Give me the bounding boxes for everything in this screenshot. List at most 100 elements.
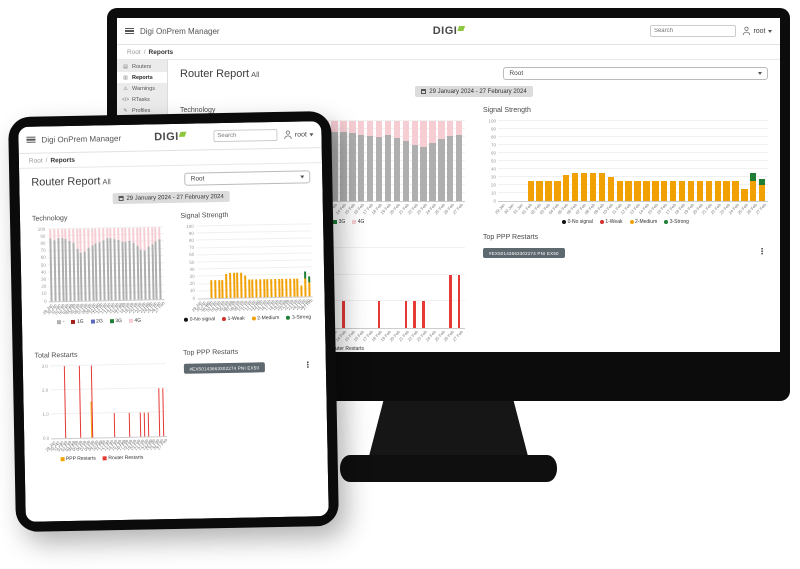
bar-4G <box>120 227 124 242</box>
bar-4G <box>109 228 112 239</box>
y-tick-label: 0 <box>192 295 196 301</box>
hamburger-menu-icon[interactable] <box>125 27 134 35</box>
bar-4G <box>402 121 409 141</box>
search-input[interactable] <box>649 25 736 37</box>
y-tick-label: 3.0 <box>41 363 48 369</box>
bar-2-Medium <box>255 279 258 298</box>
bar-Router Restarts <box>158 388 161 437</box>
profiles-icon: ✎ <box>123 107 128 114</box>
bar-2-Medium <box>678 181 686 201</box>
user-menu[interactable]: root <box>742 26 772 36</box>
kebab-menu-icon[interactable]: ⋮ <box>758 247 766 256</box>
bar-2-Medium <box>554 181 561 201</box>
y-tick-label: 2.0 <box>41 387 49 393</box>
bar-group <box>740 121 748 201</box>
bar-2-Medium <box>273 279 277 298</box>
bar-4G <box>68 228 71 241</box>
device-badge[interactable]: #EX50143663302274 PNI EX50 <box>483 248 565 258</box>
bar-4G <box>98 228 101 243</box>
bar-2-Medium <box>292 278 296 297</box>
bar-4G <box>393 121 401 138</box>
sidebar-item-reports[interactable]: ▥ Reports <box>117 72 167 83</box>
gridline <box>498 160 768 161</box>
legend-marker <box>562 220 567 224</box>
bar-group <box>446 121 454 201</box>
search-input[interactable] <box>213 128 278 143</box>
bar-Router Restarts <box>342 301 345 328</box>
bar-2-Medium <box>652 181 659 201</box>
bar-2-Medium <box>705 181 712 201</box>
y-tick-label: 20 <box>490 181 496 187</box>
bar-group <box>714 121 722 201</box>
legend-item: 2-Medium <box>629 219 657 225</box>
user-menu[interactable]: root <box>283 129 314 140</box>
breadcrumb-root[interactable]: Root <box>127 48 141 56</box>
bar-2-Medium <box>236 272 240 298</box>
sidebar-item-label: Warnings <box>132 85 156 92</box>
bar-group <box>357 121 365 201</box>
bar-4G <box>113 228 116 239</box>
gridline <box>498 168 768 169</box>
sidebar-item-profiles[interactable]: ✎ Profiles <box>117 105 167 116</box>
bar-4G <box>116 228 120 241</box>
tablet-screen: Digi OnPrem Manager DIGI root Root / Rep… <box>18 121 329 522</box>
caret-down-icon <box>300 175 305 179</box>
group-select[interactable]: Root <box>503 67 768 80</box>
bar-4G <box>375 121 383 137</box>
bar-2-Medium <box>616 181 623 201</box>
bar-4G <box>358 121 365 135</box>
bar-group <box>375 248 383 328</box>
device-badge[interactable]: #EX50143663302274 PNI EX50 <box>183 362 266 374</box>
sidebar-item-routers[interactable]: ▤ Routers <box>117 61 167 72</box>
bar-2-Medium <box>296 278 300 297</box>
bar-group <box>589 121 597 201</box>
date-range-button[interactable]: 29 January 2024 - 27 February 2024 <box>415 86 533 97</box>
bar-2-Medium <box>589 173 597 201</box>
badge-row: #EX50143663302274 PNI EX50 ⋮ <box>183 360 314 374</box>
bar-2-Medium <box>240 272 243 298</box>
y-tick-label: 0.0 <box>42 435 50 441</box>
bar-- <box>456 134 463 201</box>
y-tick-label: 0 <box>44 298 47 304</box>
bar-2-Medium <box>661 181 668 201</box>
breadcrumb-root[interactable]: Root <box>28 156 43 165</box>
bar-- <box>447 136 454 201</box>
bar-4G <box>139 227 143 250</box>
kebab-menu-icon[interactable]: ⋮ <box>303 360 312 370</box>
bar-2-Medium <box>210 280 213 299</box>
y-tick-label: 40 <box>189 266 195 272</box>
date-range-button[interactable]: 29 January 2024 - 27 February 2024 <box>112 190 230 205</box>
y-tick-label: 30 <box>41 276 47 282</box>
bar-- <box>384 135 392 201</box>
bar-2-Medium <box>258 279 262 298</box>
legend-item: 0-No signal <box>562 219 593 225</box>
bar-4G <box>411 121 418 145</box>
gridline <box>498 136 768 137</box>
bar-group <box>669 121 677 201</box>
y-tick-label: 70 <box>490 141 496 147</box>
bar-2-Medium <box>303 278 307 297</box>
chart-title: Signal Strength <box>483 107 531 114</box>
bar-2-Medium <box>307 281 311 297</box>
bar-4G <box>150 227 154 244</box>
signal-strength-chart: Signal Strength 0 10 20 30 40 50 60 70 80 90 100 29 … <box>180 210 314 323</box>
sidebar-item-rtasks[interactable]: </> RTasks <box>117 94 167 105</box>
bar-group <box>643 121 651 201</box>
sidebar-item-warnings[interactable]: ⚠ Warnings <box>117 83 167 94</box>
bar-- <box>402 141 409 201</box>
legend-marker <box>333 220 338 224</box>
hamburger-menu-icon[interactable] <box>26 136 36 144</box>
bar-2-Medium <box>225 274 228 298</box>
gridline <box>498 176 768 177</box>
group-select[interactable]: Root <box>184 170 311 186</box>
bar-Router Restarts <box>143 412 146 437</box>
gridline <box>498 192 768 193</box>
chart-title: Signal Strength <box>180 211 229 220</box>
bar-- <box>158 239 162 300</box>
bar-2-Medium <box>266 279 270 298</box>
badge-row: #EX50143663302274 PNI EX50 ⋮ <box>483 248 768 258</box>
y-tick-label: 70 <box>40 247 46 253</box>
